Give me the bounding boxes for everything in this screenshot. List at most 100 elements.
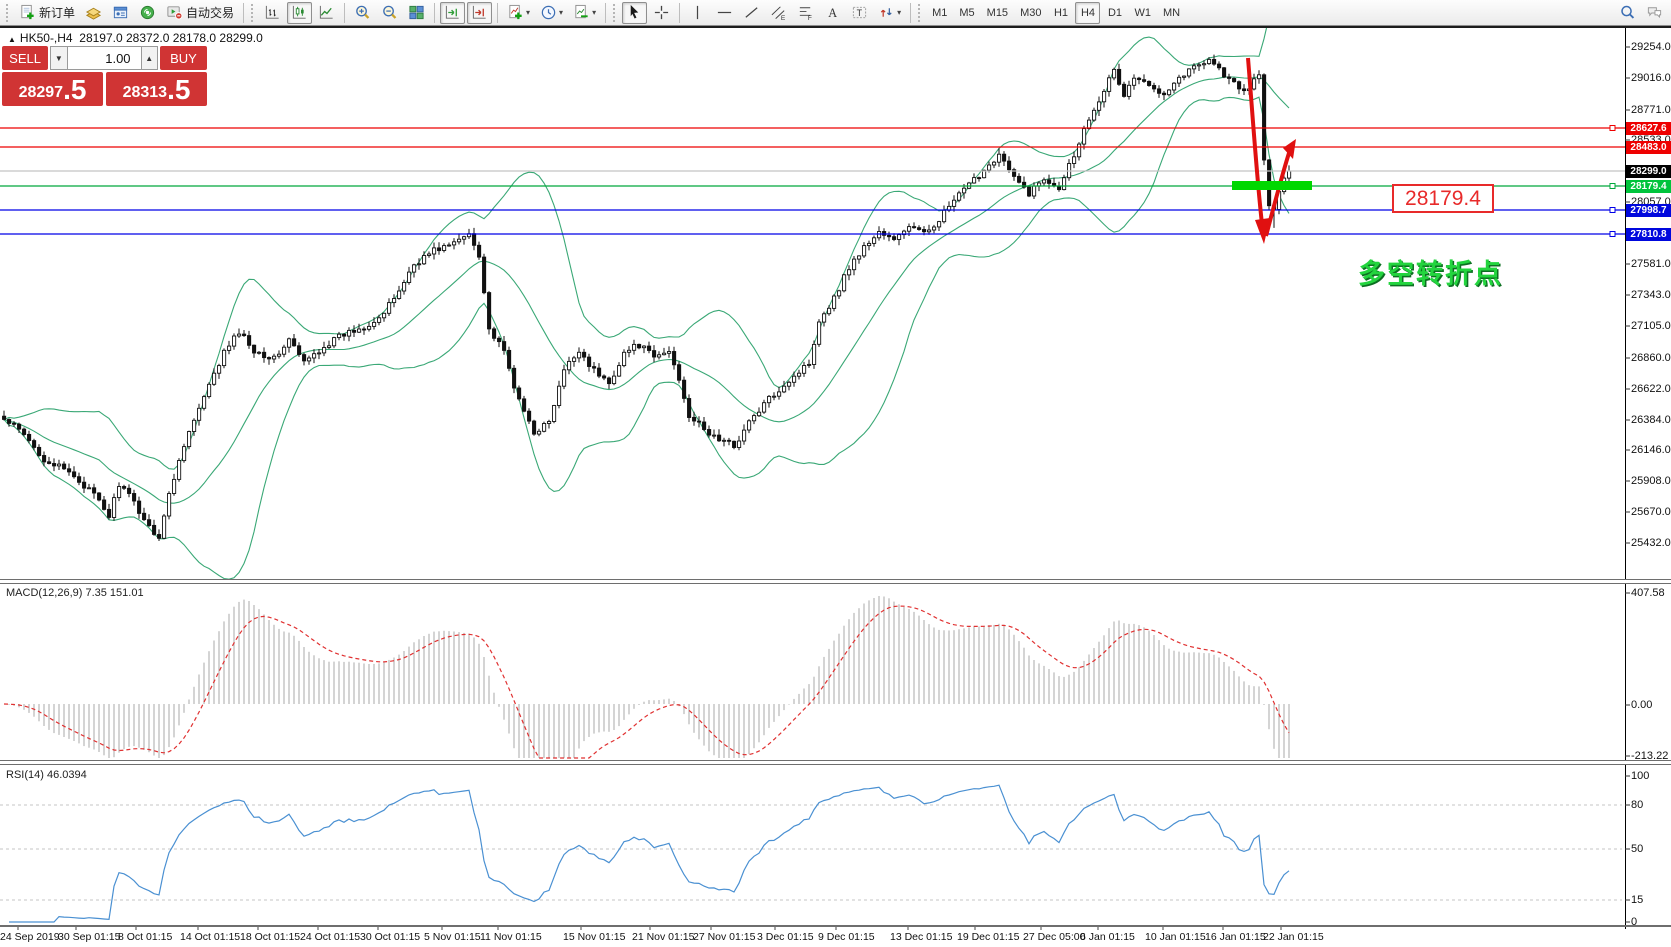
candlestick-button[interactable]: [287, 1, 313, 24]
price-tick-label: 29254.0: [1631, 41, 1671, 53]
toolbar-grip[interactable]: [6, 3, 11, 22]
volume-decrease-button[interactable]: ▼: [50, 46, 68, 70]
time-tick-label: 9 Dec 01:15: [818, 931, 875, 943]
price-tick-label: 28771.0: [1631, 104, 1671, 116]
chat-button[interactable]: [1642, 2, 1667, 24]
volume-input[interactable]: [67, 46, 141, 70]
arrows-icon: [878, 4, 895, 21]
sell-button[interactable]: SELL: [2, 46, 49, 70]
time-tick-label: 16 Jan 01:15: [1205, 931, 1266, 943]
chart-symbol-period: HK50-,H4: [19, 31, 73, 45]
time-tick-label: 30 Sep 01:15: [58, 931, 121, 943]
autoscroll-button[interactable]: [440, 1, 466, 24]
tf-m1-button[interactable]: M1: [932, 6, 948, 19]
time-axis[interactable]: 24 Sep 2019 30 Sep 01:15 8 Oct 01:15 14 Oct…: [0, 929, 1626, 947]
text-button[interactable]: A: [820, 2, 845, 24]
rsi-pane-splitter[interactable]: [0, 760, 1671, 765]
chevron-down-icon: ▾: [526, 8, 531, 17]
toolbar-separator: [910, 2, 912, 23]
price-level-badge: 27998.7: [1626, 203, 1671, 217]
text-icon: A: [824, 4, 841, 21]
tf-mn-button[interactable]: MN: [1162, 6, 1181, 19]
horizontal-line-button[interactable]: [712, 2, 737, 24]
buy-price-main: 28313: [122, 84, 168, 101]
channel-button[interactable]: E: [766, 2, 791, 24]
rsi-tick-label: 100: [1631, 770, 1650, 782]
macd-pane-splitter[interactable]: [0, 579, 1671, 584]
macd-tick-label: 407.58: [1631, 587, 1665, 599]
price-axis[interactable]: 29254.029016.028771.028533.028057.027581…: [1626, 28, 1671, 947]
chart-title: ▲ HK50-,H4 28197.0 28372.0 28178.0 28299.…: [8, 31, 263, 45]
toolbar-grip[interactable]: [613, 3, 618, 22]
time-tick-label: 19 Dec 01:15: [957, 931, 1020, 943]
price-annotation-box[interactable]: 28179.4: [1392, 184, 1494, 213]
price-tick-label: 27343.0: [1631, 289, 1671, 301]
tf-m30-button[interactable]: M30: [1020, 6, 1042, 19]
indicators-icon: [507, 4, 524, 21]
templates-button[interactable]: ▾: [569, 2, 600, 24]
rsi-tick-label: 50: [1631, 843, 1644, 855]
search-icon: [1619, 4, 1636, 21]
time-tick-label: 8 Oct 01:15: [118, 931, 173, 943]
toolbar-grip[interactable]: [251, 3, 256, 22]
time-axis-border: [0, 925, 1671, 927]
time-tick-label: 27 Nov 01:15: [693, 931, 756, 943]
new-order-button[interactable]: 新订单: [15, 2, 79, 24]
zoom-in-button[interactable]: [350, 2, 375, 24]
buy-price-display[interactable]: 28313.5: [106, 72, 207, 106]
toolbar-right-group: [1614, 2, 1668, 24]
charts-list-button[interactable]: [81, 2, 106, 24]
time-tick-label: 5 Nov 01:15: [424, 931, 481, 943]
toolbar-grip[interactable]: [918, 3, 923, 22]
green-highlight-bar[interactable]: [1232, 181, 1312, 190]
volume-increase-button[interactable]: ▲: [140, 46, 158, 70]
svg-text:E: E: [781, 15, 786, 21]
tf-m5-button[interactable]: M5: [959, 6, 975, 19]
line-chart-button[interactable]: [314, 2, 339, 24]
tf-h4-button[interactable]: H4: [1075, 1, 1101, 24]
price-tick-label: 26384.0: [1631, 414, 1671, 426]
chart-shift-button[interactable]: [467, 1, 493, 24]
price-tick-label: 25670.0: [1631, 506, 1671, 518]
autotrading-button-label: 自动交易: [186, 6, 235, 20]
tf-d1-button[interactable]: D1: [1107, 6, 1122, 19]
new-order-icon: [19, 4, 36, 21]
collapse-arrow-icon[interactable]: ▲: [8, 35, 16, 44]
zoom-out-button[interactable]: [377, 2, 402, 24]
time-tick-label: 18 Oct 01:15: [240, 931, 301, 943]
time-tick-label: 10 Jan 01:15: [1145, 931, 1206, 943]
sell-price-display[interactable]: 28297.5: [2, 72, 103, 106]
red-v-arrows[interactable]: [1246, 57, 1296, 244]
tf-w1-button[interactable]: W1: [1134, 6, 1151, 19]
tf-h1-button[interactable]: H1: [1053, 6, 1068, 19]
label-button[interactable]: T: [847, 2, 872, 24]
crosshair-button[interactable]: [649, 2, 674, 24]
periods-button[interactable]: ▾: [536, 2, 567, 24]
macd-tick-label: 0.00: [1631, 699, 1653, 711]
price-level-badge: 28179.4: [1626, 179, 1671, 193]
fibonacci-button[interactable]: F: [793, 2, 818, 24]
indicators-button[interactable]: ▾: [503, 2, 534, 24]
vertical-line-button[interactable]: [685, 2, 710, 24]
hline-icon: [716, 4, 733, 21]
crosshair-icon: [653, 4, 670, 21]
arrows-button[interactable]: ▾: [874, 2, 905, 24]
turning-point-note[interactable]: 多空转折点: [1358, 259, 1503, 289]
time-tick-label: 6 Jan 01:15: [1080, 931, 1135, 943]
buy-button[interactable]: BUY: [159, 46, 207, 70]
rsi-tick-label: 15: [1631, 894, 1644, 906]
search-button[interactable]: [1615, 2, 1640, 24]
cursor-button[interactable]: [622, 1, 648, 24]
trendline-button[interactable]: [739, 2, 764, 24]
chart-shift-icon: [471, 4, 488, 21]
chevron-down-icon: ▾: [559, 8, 564, 17]
signals-button[interactable]: [135, 2, 160, 24]
tf-m15-button[interactable]: M15: [986, 6, 1009, 19]
data-window-button[interactable]: [108, 2, 133, 24]
autotrading-button[interactable]: 自动交易: [162, 2, 238, 24]
tile-windows-button[interactable]: [404, 2, 429, 24]
toolbar-separator: [344, 2, 346, 23]
bar-chart-button[interactable]: [260, 2, 285, 24]
time-tick-label: 13 Dec 01:15: [890, 931, 953, 943]
